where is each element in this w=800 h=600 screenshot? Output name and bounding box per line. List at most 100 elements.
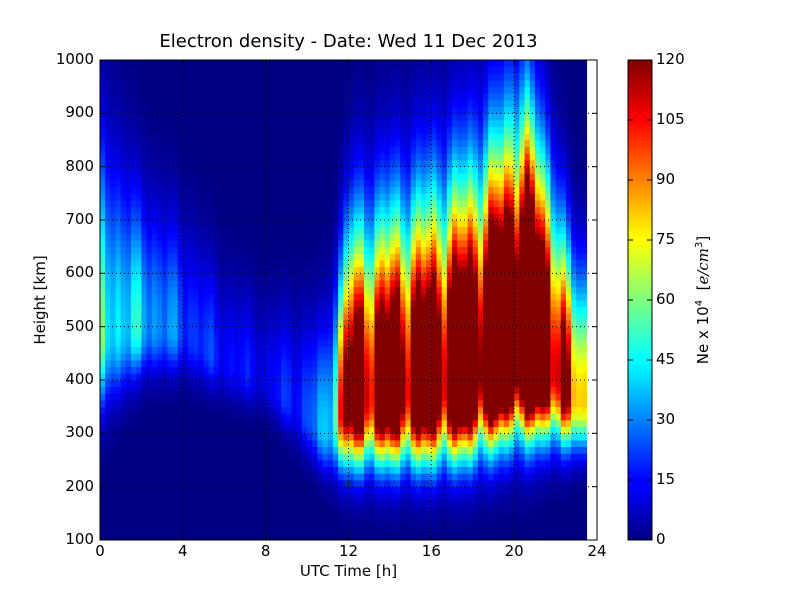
heatmap-cell [229, 106, 236, 114]
heatmap-cell [100, 186, 106, 194]
heatmap-cell [384, 513, 391, 521]
heatmap-cell [312, 266, 318, 274]
heatmap-cell [301, 86, 308, 94]
heatmap-cell [219, 380, 225, 388]
heatmap-cell [348, 153, 355, 161]
heatmap-cell [374, 80, 380, 88]
heatmap-cell [384, 480, 391, 488]
heatmap-cell [260, 193, 267, 201]
heatmap-cell [270, 373, 277, 381]
heatmap-cell [141, 273, 147, 281]
heatmap-cell [312, 273, 318, 281]
heatmap-cell [213, 313, 220, 321]
heatmap-cell [296, 326, 303, 334]
heatmap-cell [286, 126, 292, 134]
heatmap-cell [410, 286, 417, 294]
heatmap-cell [296, 360, 303, 368]
heatmap-cell [369, 486, 375, 494]
heatmap-cell [343, 246, 349, 254]
heatmap-cell [384, 113, 391, 121]
heatmap-cell [457, 413, 463, 421]
heatmap-cell [415, 273, 422, 281]
heatmap-cell [400, 480, 406, 488]
heatmap-cell [125, 460, 132, 468]
heatmap-cell [415, 93, 422, 101]
heatmap-cell [358, 386, 365, 394]
heatmap-cell [255, 326, 261, 334]
heatmap-cell [213, 486, 220, 494]
heatmap-cell [312, 213, 318, 221]
heatmap-cell [348, 113, 355, 121]
heatmap-cell [457, 453, 463, 461]
heatmap-cell [172, 440, 179, 448]
heatmap-cell [327, 253, 334, 261]
heatmap-cell [208, 253, 215, 261]
heatmap-cell [224, 306, 230, 314]
heatmap-cell [110, 246, 116, 254]
heatmap-cell [167, 300, 173, 308]
heatmap-cell [182, 253, 189, 261]
heatmap-cell [260, 406, 267, 414]
heatmap-cell [312, 500, 318, 508]
heatmap-cell [213, 366, 220, 374]
heatmap-cell [343, 273, 349, 281]
heatmap-cell [379, 506, 386, 514]
heatmap-cell [410, 500, 417, 508]
heatmap-cell [234, 300, 241, 308]
heatmap-cell [208, 100, 215, 108]
heatmap-cell [457, 526, 463, 534]
heatmap-cell [364, 413, 370, 421]
heatmap-cell [156, 73, 163, 81]
heatmap-cell [379, 300, 386, 308]
heatmap-cell [115, 280, 122, 288]
heatmap-cell [364, 513, 370, 521]
heatmap-cell [151, 473, 158, 481]
heatmap-cell [348, 200, 355, 208]
heatmap-cell [379, 140, 386, 148]
heatmap-cell [441, 526, 448, 534]
heatmap-cell [115, 300, 122, 308]
heatmap-cell [131, 326, 137, 334]
heatmap-cell [193, 446, 199, 454]
heatmap-cell [343, 73, 349, 81]
heatmap-cell [343, 86, 349, 94]
heatmap-cell [457, 380, 463, 388]
heatmap-cell [244, 93, 251, 101]
heatmap-cell [167, 533, 173, 541]
heatmap-cell [182, 426, 189, 434]
heatmap-cell [234, 366, 241, 374]
heatmap-cell [400, 300, 406, 308]
heatmap-cell [296, 140, 303, 148]
heatmap-cell [338, 206, 344, 214]
heatmap-cell [167, 206, 173, 214]
heatmap-cell [369, 346, 375, 354]
heatmap-cell [281, 260, 287, 268]
heatmap-cell [208, 153, 215, 161]
heatmap-cell [384, 286, 391, 294]
heatmap-cell [125, 133, 132, 141]
heatmap-cell [198, 433, 204, 441]
heatmap-cell [136, 60, 142, 68]
heatmap-cell [219, 86, 225, 94]
heatmap-cell [198, 73, 204, 81]
heatmap-cell [415, 120, 422, 128]
heatmap-cell [291, 180, 298, 188]
heatmap-cell [224, 286, 230, 294]
heatmap-cell [213, 153, 220, 161]
heatmap-cell [317, 246, 324, 254]
heatmap-cell [188, 146, 194, 154]
heatmap-cell [105, 313, 111, 321]
heatmap-cell [239, 73, 246, 81]
heatmap-cell [265, 286, 272, 294]
heatmap-cell [426, 200, 432, 208]
heatmap-cell [234, 240, 241, 248]
heatmap-cell [410, 240, 417, 248]
heatmap-cell [188, 533, 194, 541]
heatmap-cell [146, 300, 153, 308]
heatmap-cell [146, 213, 153, 221]
heatmap-cell [208, 106, 215, 114]
heatmap-cell [156, 366, 163, 374]
heatmap-cell [420, 273, 427, 281]
heatmap-cell [250, 113, 256, 121]
heatmap-cell [317, 326, 324, 334]
